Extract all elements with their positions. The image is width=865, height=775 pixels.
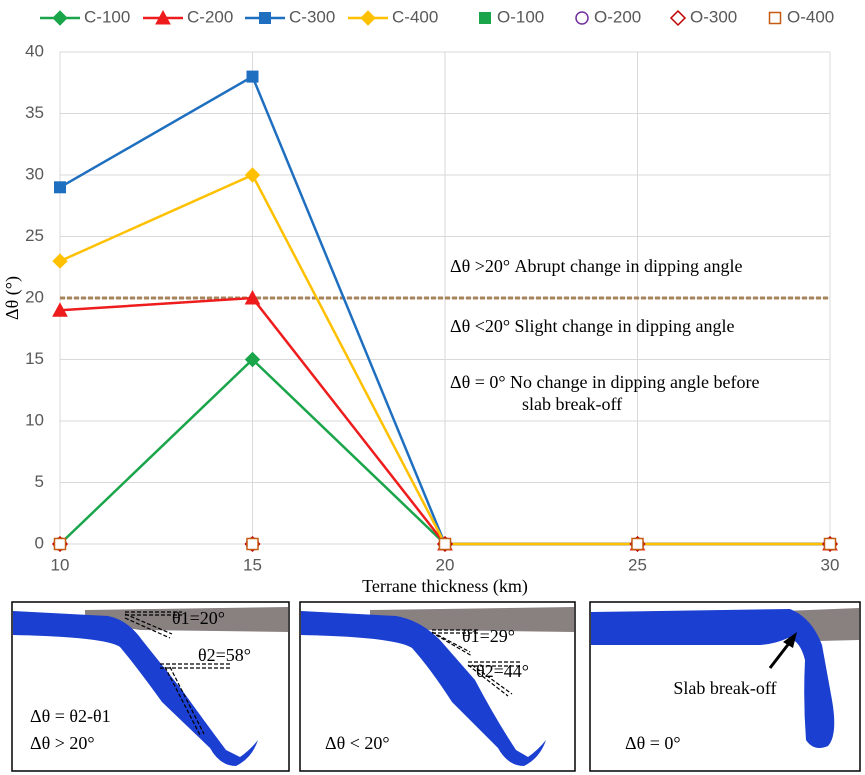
marker <box>438 537 452 551</box>
panel-2 <box>299 601 576 772</box>
panel-label: Δθ = θ2-θ1 <box>30 706 111 726</box>
y-tick-label: 20 <box>25 287 44 306</box>
marker <box>768 11 782 25</box>
legend-label: O-400 <box>787 7 834 26</box>
marker <box>54 181 66 194</box>
y-tick-label: 0 <box>35 533 44 552</box>
slab <box>301 611 546 766</box>
marker <box>52 10 68 26</box>
panel-label: θ1=29° <box>462 626 515 646</box>
y-tick-label: 25 <box>25 226 44 245</box>
y-tick-label: 40 <box>25 41 44 60</box>
x-tick-label: 15 <box>243 555 262 574</box>
y-tick-label: 5 <box>35 472 44 491</box>
panel-label: Δθ < 20° <box>325 733 390 753</box>
marker <box>244 351 261 368</box>
y-tick-label: 30 <box>25 164 44 183</box>
annotation: Δθ = 0° No change in dipping angle befor… <box>450 372 759 392</box>
y-tick-label: 35 <box>25 103 44 122</box>
legend-label: O-100 <box>497 7 544 26</box>
marker <box>669 9 687 27</box>
marker <box>246 537 259 551</box>
x-tick-label: 20 <box>436 555 455 574</box>
marker <box>155 9 171 25</box>
panel-label: Slab break-off <box>673 678 776 698</box>
legend-item: O-300 <box>669 7 737 27</box>
marker <box>631 537 644 551</box>
marker <box>259 12 271 24</box>
marker <box>479 12 491 24</box>
panel-label: θ2=58° <box>198 645 251 665</box>
legend-item: O-400 <box>768 7 834 26</box>
slab <box>591 609 835 748</box>
x-tick-label: 10 <box>51 555 70 574</box>
panel-1 <box>11 601 290 772</box>
legend-item: O-100 <box>479 7 544 26</box>
marker <box>244 289 261 305</box>
marker <box>360 10 376 26</box>
panel-label: Δθ = 0° <box>625 733 681 753</box>
y-tick-label: 10 <box>25 410 44 429</box>
y-axis-label: Δθ (°) <box>2 276 23 320</box>
legend-label: C-200 <box>187 7 233 26</box>
angle-lines <box>431 629 520 697</box>
legend-label: C-100 <box>84 7 130 26</box>
y-tick-label: 15 <box>25 349 44 368</box>
legend-label: O-300 <box>690 7 737 26</box>
annotation: Δθ >20° Abrupt change in dipping angle <box>450 256 743 276</box>
legend-item: C-400 <box>348 7 438 26</box>
annotation: slab break-off <box>522 394 622 414</box>
marker <box>823 537 837 551</box>
legend-item: C-300 <box>245 7 335 26</box>
legend-label: C-400 <box>392 7 438 26</box>
panel-label: θ1=20° <box>172 608 225 628</box>
marker <box>53 537 67 551</box>
marker <box>52 253 68 269</box>
marker <box>52 302 68 317</box>
x-tick-label: 30 <box>821 555 840 574</box>
x-tick-label: 25 <box>628 555 647 574</box>
arrow-head <box>783 632 797 648</box>
panel-label: Δθ > 20° <box>30 733 95 753</box>
slab <box>13 611 258 766</box>
legend-label: O-200 <box>594 7 641 26</box>
legend-item: C-100 <box>40 7 130 26</box>
angle-lines <box>124 611 232 736</box>
legend-item: C-200 <box>143 7 233 26</box>
panel-label: θ2=44° <box>476 661 529 681</box>
legend-item: O-200 <box>575 7 641 26</box>
marker <box>244 167 261 183</box>
x-axis-label: Terrane thickness (km) <box>362 576 528 597</box>
legend-label: C-300 <box>289 7 335 26</box>
overriding-plate <box>85 607 288 632</box>
marker <box>246 70 259 83</box>
arrow-shaft <box>768 641 792 669</box>
annotation: Δθ <20° Slight change in dipping angle <box>450 316 735 336</box>
marker <box>575 11 589 25</box>
panel-3 <box>589 601 861 772</box>
